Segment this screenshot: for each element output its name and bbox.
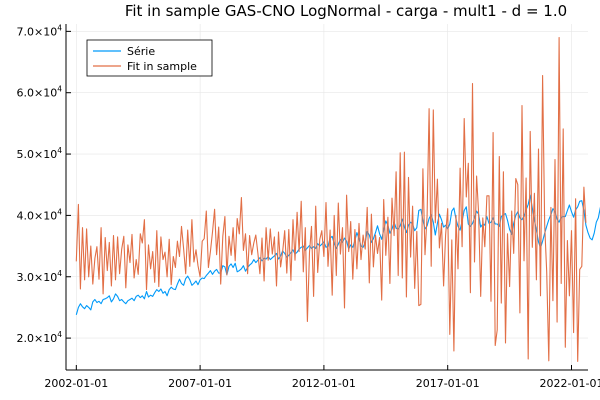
y-tick-exponent: 4 [57, 269, 62, 278]
x-tick-label: 2007-01-01 [168, 377, 232, 390]
y-tick-labels: 2.0×1043.0×1044.0×1045.0×1046.0×1047.0×1… [17, 23, 63, 345]
y-tick-mantissa: 4.0×10 [17, 209, 58, 222]
y-tick-mantissa: 6.0×10 [17, 87, 58, 100]
chart-title: Fit in sample GAS-CNO LogNormal - carga … [125, 2, 567, 20]
y-tick-mantissa: 7.0×10 [17, 25, 58, 38]
legend-label: Série [127, 45, 155, 58]
y-tick-mantissa: 3.0×10 [17, 271, 58, 284]
y-tick-mantissa: 2.0×10 [17, 332, 58, 345]
grid [66, 24, 588, 370]
y-tick-exponent: 4 [57, 23, 62, 32]
y-tick-label: 4.0×104 [17, 207, 63, 222]
x-tick-labels: 2002-01-01 2007-01-01 2012-01-01 2017-01-01… [44, 377, 600, 390]
y-tick-exponent: 4 [57, 330, 62, 339]
series-line-0 [75, 194, 600, 315]
x-tick-label: 2017-01-01 [416, 377, 480, 390]
x-tick-label: 2002-01-01 [44, 377, 108, 390]
y-tick-label: 3.0×104 [17, 269, 63, 284]
y-tick-exponent: 4 [57, 207, 62, 216]
series-line-1 [75, 36, 587, 362]
legend: Série Fit in sample [86, 39, 213, 77]
y-tick-mantissa: 5.0×10 [17, 148, 58, 161]
x-tick-label: 2022-01-01 [540, 377, 600, 390]
x-tick-label: 2012-01-01 [292, 377, 356, 390]
axes [65, 24, 588, 371]
y-tick-exponent: 4 [57, 85, 62, 94]
legend-box [86, 39, 213, 77]
y-tick-label: 5.0×104 [17, 146, 63, 161]
legend-label: Fit in sample [127, 60, 197, 73]
y-tick-label: 6.0×104 [17, 85, 63, 100]
y-tick-label: 7.0×104 [17, 23, 63, 38]
y-tick-exponent: 4 [57, 146, 62, 155]
plot-series [75, 36, 600, 362]
y-tick-label: 2.0×104 [17, 330, 63, 345]
